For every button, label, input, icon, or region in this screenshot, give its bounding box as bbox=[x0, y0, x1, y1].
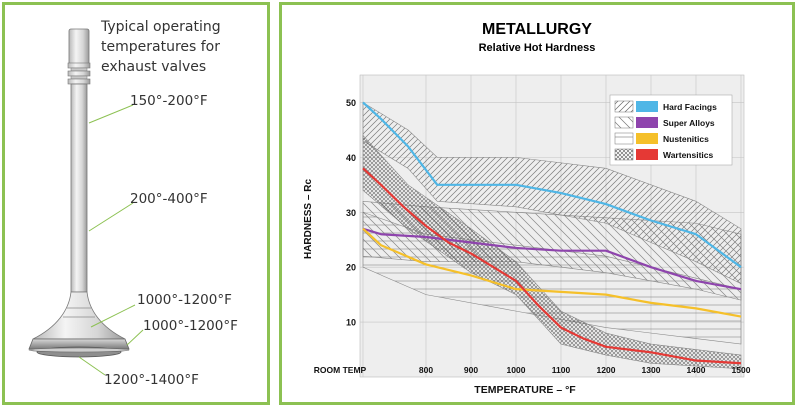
valve-groove bbox=[70, 67, 88, 72]
legend-label: Nustenitics bbox=[663, 134, 709, 144]
hardness-chart: 10 20 30 40 50 ROOM TEMP 800 900 1000 1100 1200 130… bbox=[303, 74, 751, 396]
caption-line: temperatures for bbox=[101, 39, 220, 55]
x-tick-label: 800 bbox=[419, 365, 433, 375]
chart-title: METALLURGY bbox=[482, 21, 592, 38]
valve-groove bbox=[70, 75, 88, 80]
y-axis-label: HARDNESS – Rc bbox=[303, 179, 314, 259]
x-axis-label: TEMPERATURE – °F bbox=[474, 384, 576, 396]
caption-line: Typical operating bbox=[101, 19, 221, 35]
legend-pattern-swatch bbox=[614, 132, 634, 145]
legend-pattern-swatch bbox=[614, 148, 634, 161]
temp-label-head: 1200°-1400°F bbox=[104, 372, 199, 388]
temp-label-face: 1000°-1200°F bbox=[143, 318, 238, 334]
x-tick-label: 1500 bbox=[732, 365, 751, 375]
valve-head bbox=[28, 338, 130, 350]
valve-groove bbox=[67, 62, 91, 69]
temp-label-stem-upper: 150°-200°F bbox=[130, 93, 208, 109]
leader-line bbox=[88, 202, 134, 232]
temp-label-neck: 1000°-1200°F bbox=[137, 292, 232, 308]
legend-label: Super Alloys bbox=[663, 118, 715, 128]
series-line-nustenitics bbox=[362, 227, 742, 318]
legend-color-swatch bbox=[636, 149, 658, 160]
legend-color-swatch bbox=[636, 117, 658, 128]
y-tick-label: 20 bbox=[346, 263, 356, 273]
valve-panel: Typical operating temperatures for exhau… bbox=[2, 2, 270, 405]
leader-line bbox=[126, 329, 144, 346]
legend-pattern-swatch bbox=[614, 100, 634, 113]
x-tick-label: 1100 bbox=[552, 365, 571, 375]
chart-panel: METALLURGY Relative Hot Hardness 10 20 30 4… bbox=[279, 2, 795, 405]
caption-line: exhaust valves bbox=[101, 59, 207, 75]
y-tick-label: 40 bbox=[346, 153, 356, 163]
series-line-wartensitics bbox=[362, 167, 742, 365]
band-wartensitics bbox=[362, 134, 742, 370]
legend-label: Wartensitics bbox=[663, 150, 714, 160]
legend-color-swatch bbox=[636, 133, 658, 144]
valve-caption: Typical operating temperatures for exhau… bbox=[101, 17, 221, 77]
valve-tip bbox=[68, 28, 90, 66]
x-tick-label: 1000 bbox=[507, 365, 526, 375]
valve-groove bbox=[67, 78, 91, 85]
y-tick-label: 10 bbox=[346, 318, 356, 328]
legend-label: Hard Facings bbox=[663, 102, 717, 112]
series-line-super-alloys bbox=[362, 227, 742, 291]
leader-line bbox=[90, 304, 136, 328]
valve-neck bbox=[32, 291, 126, 340]
legend-pattern-swatch bbox=[614, 116, 634, 129]
valve-diagram bbox=[28, 28, 144, 376]
y-tick-label: 30 bbox=[346, 208, 356, 218]
x-tick-label: 1200 bbox=[597, 365, 616, 375]
x-tick-label: 1300 bbox=[642, 365, 661, 375]
x-tick-label: ROOM TEMP bbox=[314, 365, 367, 375]
chart-subtitle: Relative Hot Hardness bbox=[478, 42, 596, 54]
valve-stem bbox=[70, 83, 88, 293]
valve-groove bbox=[67, 70, 91, 77]
x-tick-label: 1400 bbox=[687, 365, 706, 375]
leader-line bbox=[88, 104, 134, 124]
x-tick-label: 900 bbox=[464, 365, 478, 375]
leader-line bbox=[78, 356, 106, 376]
temp-label-stem-middle: 200°-400°F bbox=[130, 191, 208, 207]
series-line-hard-facings bbox=[362, 101, 742, 269]
legend-color-swatch bbox=[636, 101, 658, 112]
y-tick-label: 50 bbox=[346, 98, 356, 108]
